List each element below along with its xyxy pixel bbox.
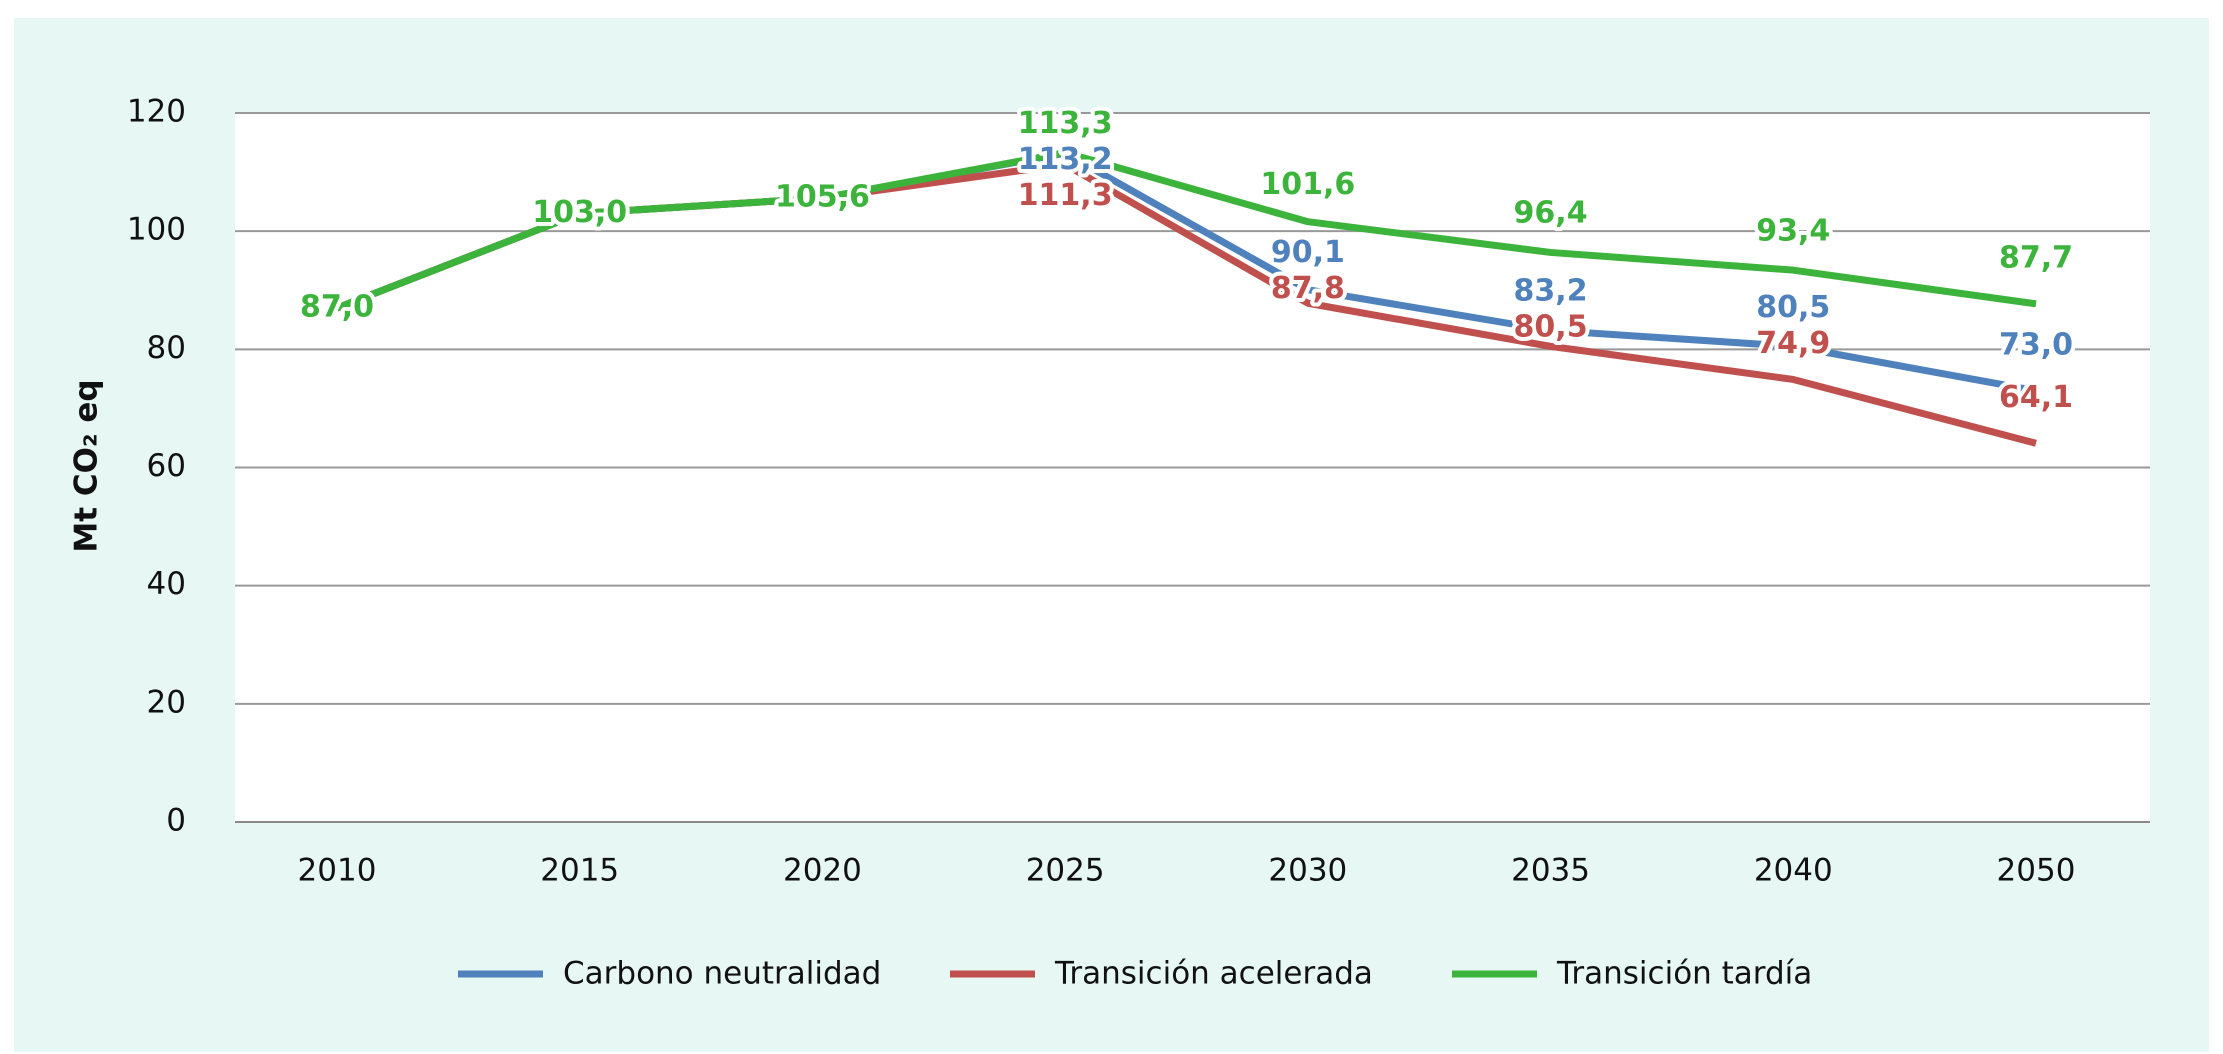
data-label: 74,9: [1756, 326, 1830, 361]
data-label: 87,0: [300, 289, 374, 324]
series-line: [335, 149, 2037, 312]
legend-label: Carbono neutralidad: [563, 956, 881, 992]
x-tick-label: 2035: [1511, 853, 1590, 889]
data-label: 113,2: [1018, 142, 1113, 177]
x-tick-label: 2040: [1754, 853, 1833, 889]
data-label: 103,0: [532, 195, 627, 230]
y-tick-label: 40: [147, 566, 186, 602]
x-tick-label: 2015: [540, 853, 619, 889]
data-label: 64,1: [1999, 380, 2073, 415]
x-tick-label: 2030: [1268, 853, 1347, 889]
data-label: 80,5: [1756, 290, 1830, 325]
x-tick-label: 2020: [783, 853, 862, 889]
data-label: 87,8: [1271, 271, 1345, 306]
y-tick-label: 80: [147, 330, 186, 366]
data-label: 111,3: [1018, 178, 1113, 213]
x-tick-label: 2025: [1026, 853, 1105, 889]
data-label: 93,4: [1756, 214, 1830, 249]
data-label: 83,2: [1514, 273, 1588, 308]
y-tick-label: 100: [127, 212, 186, 248]
y-tick-label: 60: [147, 448, 186, 484]
legend-label: Transición acelerada: [1054, 956, 1373, 992]
legend-label: Transición tardía: [1556, 956, 1812, 992]
data-label: 87,7: [1999, 240, 2073, 275]
data-label: 80,5: [1514, 309, 1588, 344]
y-tick-label: 20: [147, 684, 186, 720]
data-label: 90,1: [1271, 235, 1345, 270]
data-label: 73,0: [1999, 327, 2073, 362]
x-tick-label: 2050: [1997, 853, 2076, 889]
data-label: 105,6: [775, 180, 870, 215]
x-tick-label: 2010: [298, 853, 377, 889]
data-label: 96,4: [1514, 195, 1588, 230]
y-axis-label: Mt CO₂ eq: [69, 379, 105, 552]
y-tick-label: 0: [166, 803, 186, 839]
data-label: 101,6: [1260, 167, 1355, 202]
y-tick-label: 120: [127, 94, 186, 130]
data-label: 113,3: [1018, 106, 1113, 141]
